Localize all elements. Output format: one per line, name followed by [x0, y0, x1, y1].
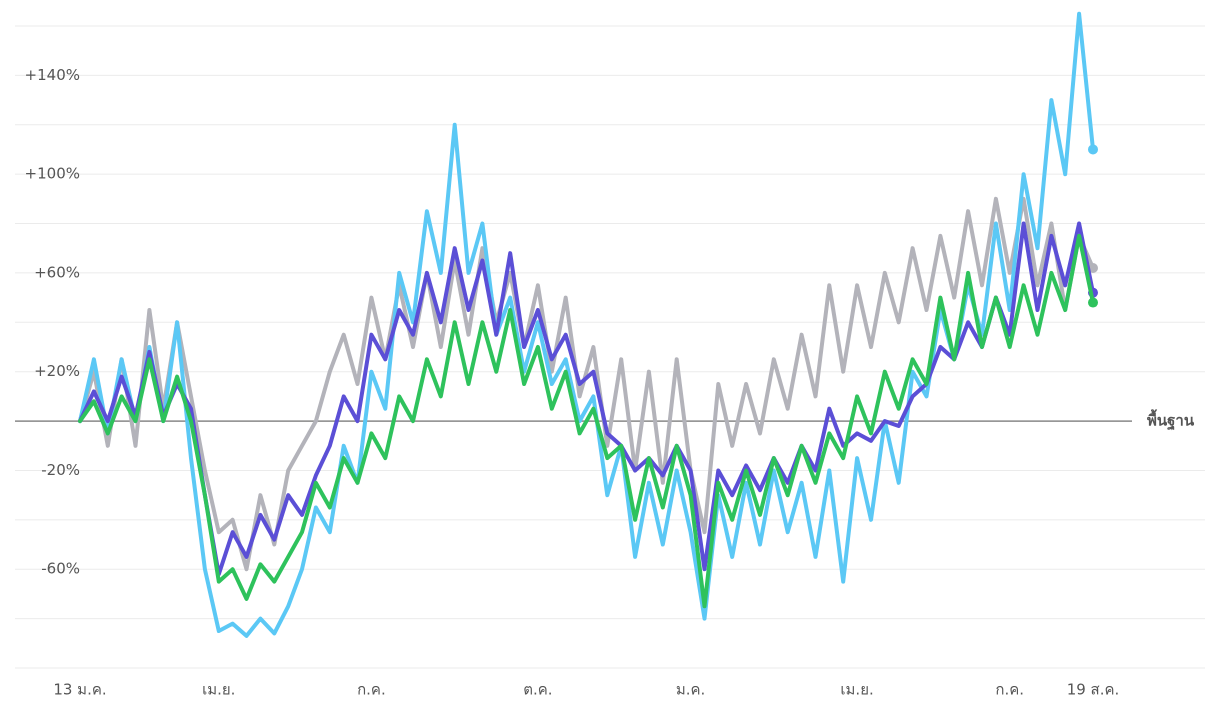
- y-tick-label: +20%: [34, 362, 80, 380]
- y-tick-label: +60%: [34, 263, 80, 281]
- baseline-label: พื้นฐาน: [1147, 409, 1195, 431]
- end-dot: [1088, 144, 1098, 155]
- x-tick-label: ต.ค.: [523, 681, 552, 699]
- series-line: [78, 196, 1095, 572]
- x-tick-label: ม.ค.: [676, 681, 705, 699]
- series-line: [78, 11, 1095, 638]
- x-tick-label: เม.ย.: [840, 681, 873, 699]
- end-dot: [1088, 297, 1098, 308]
- y-tick-label: -20%: [41, 461, 80, 479]
- x-tick-label: 13 ม.ค.: [53, 681, 106, 699]
- x-tick-label: 19 ส.ค.: [1067, 681, 1120, 699]
- y-tick-label: +100%: [25, 165, 80, 183]
- y-tick-label: -60%: [41, 560, 80, 578]
- x-tick-label: ก.ค.: [357, 681, 386, 699]
- x-tick-label: ก.ค.: [995, 681, 1024, 699]
- x-tick-label: เม.ย.: [202, 681, 235, 699]
- y-tick-label: +140%: [25, 66, 80, 84]
- series-line: [78, 221, 1095, 577]
- series-line: [78, 233, 1095, 609]
